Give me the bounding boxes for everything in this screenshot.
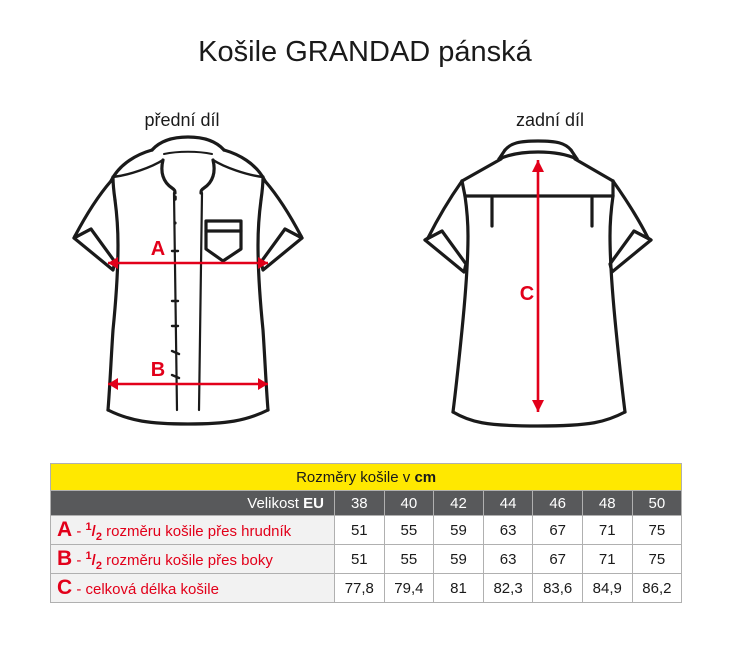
svg-text:C: C xyxy=(520,283,534,305)
svg-text:B: B xyxy=(151,359,165,381)
svg-text:A: A xyxy=(151,238,165,260)
